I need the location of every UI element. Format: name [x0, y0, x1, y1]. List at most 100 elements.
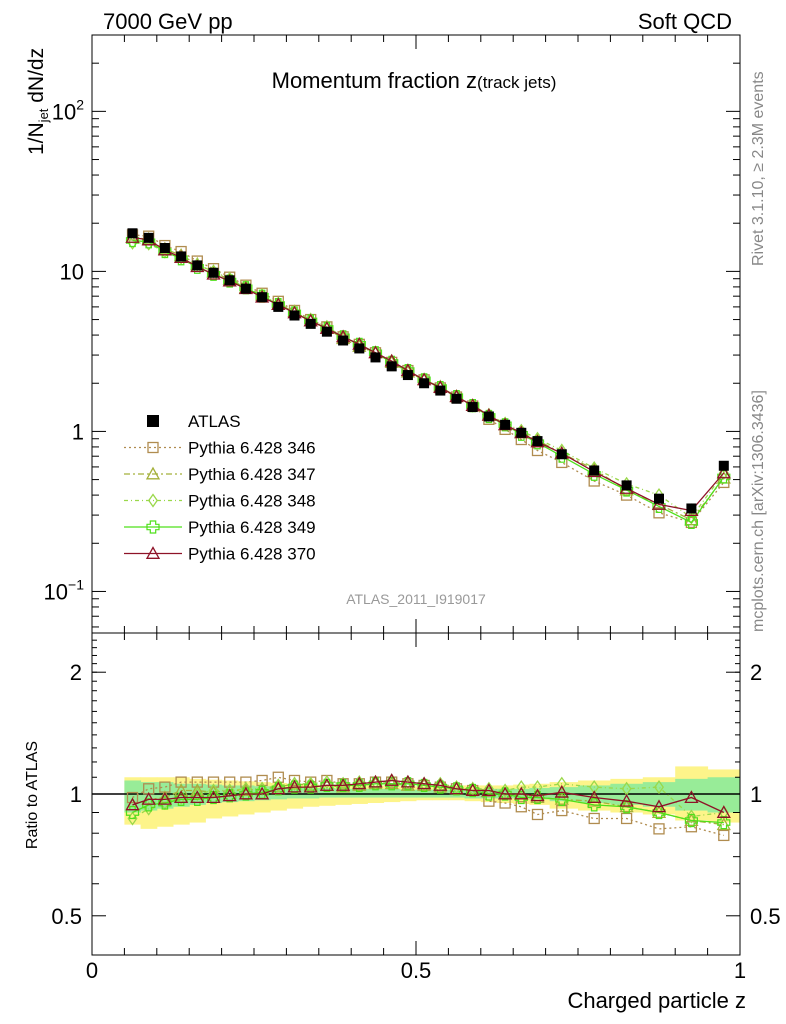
main-ytick-label: 10−1: [44, 576, 85, 604]
tick-base: 10: [52, 99, 76, 124]
ratio-point: [239, 787, 253, 801]
ratio-point: [716, 805, 731, 818]
ratio-point: [287, 780, 302, 794]
ratio-ytick-label-right: 0.5: [750, 904, 781, 929]
ratio-point: [416, 776, 432, 790]
ratio-ytick-label-right: 1: [750, 782, 762, 807]
ratio-point: [717, 815, 731, 830]
ratio-point: [483, 795, 495, 807]
ratio-point: [206, 790, 221, 803]
xtick-label: 1: [734, 958, 746, 983]
data-point: [500, 419, 511, 430]
data-point: [654, 493, 664, 504]
xlabel: Charged particle z: [567, 988, 746, 1013]
data-point: [467, 402, 478, 413]
ratio-point: [175, 776, 187, 788]
ratio-point: [716, 817, 731, 831]
ratio-point: [304, 780, 318, 794]
ratio-point: [352, 776, 367, 790]
mcplots-label: mcplots.cern.ch [arXiv:1306.3436]: [750, 390, 767, 632]
legend-item: Pythia 6.428 347: [124, 465, 316, 484]
ratio-point: [653, 823, 665, 835]
ratio-point: [654, 779, 664, 795]
ratio-point: [173, 790, 189, 803]
ratio-line: [132, 776, 724, 837]
data-point: [419, 378, 430, 389]
xtick-label: 0: [86, 958, 98, 983]
main-panel-frame: [91, 34, 741, 634]
main-ytick-label: 102: [52, 96, 84, 124]
data-point: [556, 449, 567, 460]
data-point: [717, 470, 731, 484]
ratio-point: [684, 790, 699, 803]
ratio-point: [208, 783, 219, 798]
ratio-point: [224, 776, 236, 788]
ratio-band-inner: [335, 788, 352, 798]
data-point: [684, 515, 699, 530]
legend-label: Pythia 6.428 347: [188, 465, 316, 484]
data-point: [192, 260, 203, 271]
data-point: [354, 343, 365, 354]
ratio-point: [619, 800, 634, 814]
ratio-point: [499, 797, 511, 809]
main-ylabel: 1/Njet dN/dz: [25, 48, 51, 155]
ylabel-subscript: jet: [36, 108, 51, 123]
rivet-label: Rivet 3.1.10, ≥ 2.3M events: [750, 71, 767, 266]
legend-label: Pythia 6.428 370: [188, 545, 316, 564]
legend-marker: [147, 415, 159, 427]
legend-label: Pythia 6.428 348: [188, 492, 316, 511]
ylabel-main: 1/N: [25, 122, 48, 155]
ratio-band-inner: [124, 780, 142, 813]
legend-marker: [146, 520, 160, 534]
ratio-point: [515, 801, 527, 813]
data-point: [386, 361, 397, 372]
ratio-point: [619, 793, 634, 807]
data-point: [240, 283, 251, 294]
xtick-label: 0.5: [401, 958, 432, 983]
data-point: [143, 232, 154, 243]
ratio-band-inner: [351, 788, 368, 798]
main-title-sub: (track jets): [477, 73, 556, 92]
data-point: [483, 411, 494, 422]
ratio-point: [158, 796, 172, 810]
ratio-point: [497, 786, 513, 800]
data-point: [305, 318, 316, 329]
data-point: [321, 326, 332, 337]
main-ytick-label: 1: [72, 419, 84, 444]
ratio-point: [531, 808, 544, 821]
watermark: ATLAS_2011_I919017: [346, 591, 486, 607]
main-series-layer: [125, 228, 731, 530]
ratio-point: [481, 783, 497, 796]
data-point: [338, 335, 349, 346]
legend-marker: [148, 493, 158, 508]
data-point: [651, 497, 667, 510]
ratio-point: [588, 812, 600, 825]
legend-item: Pythia 6.428 346: [124, 439, 316, 458]
legend: ATLAS Pythia 6.428 346 Pythia 6.428 347 Pyt…: [124, 412, 316, 564]
ylabel-rest: dN/dz: [25, 48, 48, 109]
ratio-ylabel: Ratio to ATLAS: [24, 741, 41, 849]
ratio-point: [530, 788, 545, 802]
ratio-point: [141, 792, 156, 805]
ratio-point: [718, 829, 730, 842]
ratio-point: [173, 783, 189, 796]
ratio-point: [514, 786, 529, 800]
ratio-point: [516, 779, 527, 795]
data-point: [686, 503, 697, 514]
series-atlas: [127, 228, 729, 514]
ratio-ytick-label: 1: [70, 782, 82, 807]
data-point: [208, 267, 219, 278]
ratio-point: [223, 789, 237, 803]
legend-label: ATLAS: [188, 412, 241, 431]
main-title-text: Momentum fraction z: [272, 68, 477, 93]
ratio-point: [433, 778, 448, 791]
data-point: [127, 228, 138, 239]
ratio-point: [238, 786, 254, 800]
data-point: [257, 292, 268, 303]
ratio-point: [319, 778, 335, 791]
data-point: [716, 465, 731, 479]
legend-label: Pythia 6.428 349: [188, 518, 316, 537]
legend-item: Pythia 6.428 348: [124, 492, 316, 511]
